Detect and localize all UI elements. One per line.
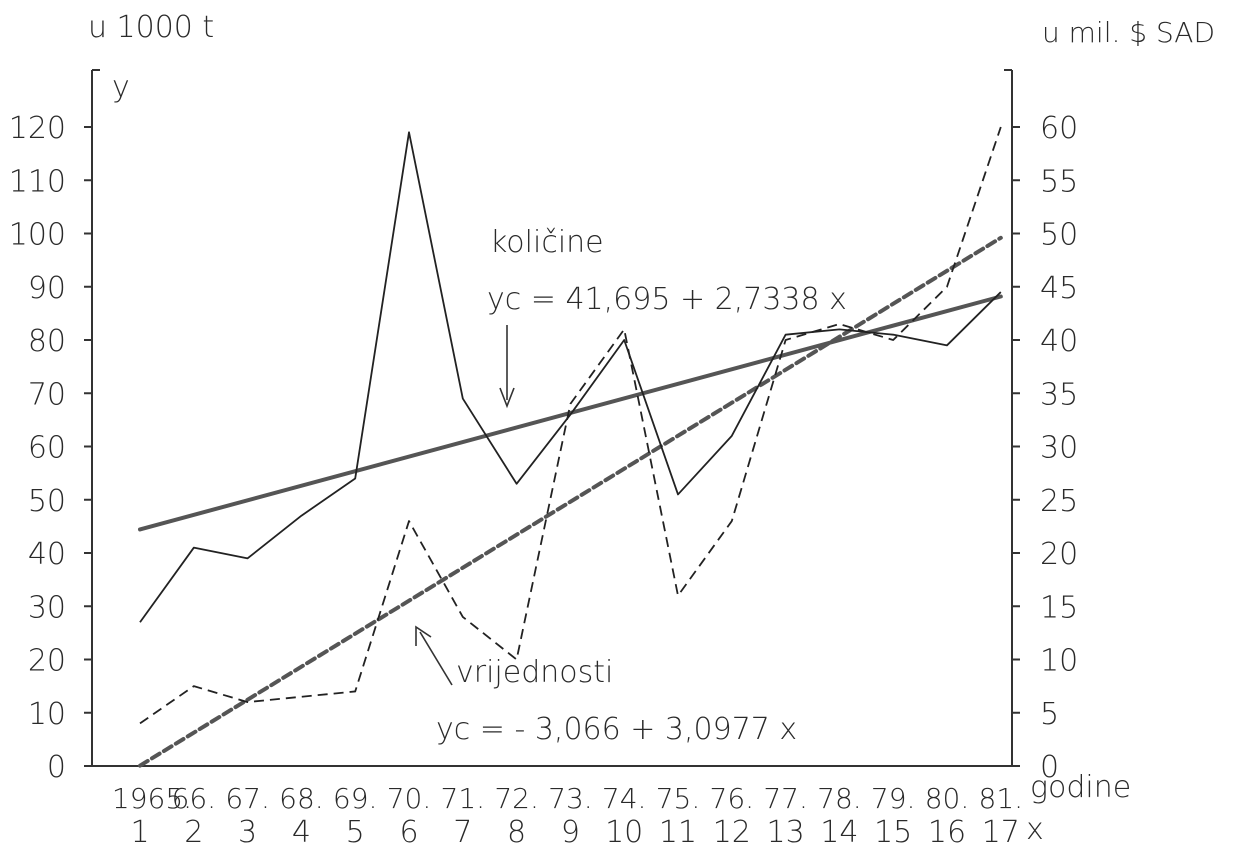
x-tick-year-label: 67. <box>225 782 270 815</box>
x-tick-index-label: 3 <box>238 815 257 847</box>
x-tick-year-label: 77. <box>763 782 808 815</box>
right-tick-label: 5 <box>1040 697 1059 732</box>
x-tick-index-label: 15 <box>874 815 912 847</box>
trend-lines <box>138 235 1003 768</box>
x-tick-index-label: 1 <box>130 815 149 847</box>
x-tick-year-label: 81. <box>979 782 1024 815</box>
x-caption-godine: godine <box>1030 770 1132 805</box>
x-tick-year-label: 80. <box>925 782 970 815</box>
right-tick-label: 40 <box>1040 324 1078 359</box>
series-line-kolicine <box>139 131 1002 623</box>
right-tick-label: 60 <box>1040 111 1078 146</box>
left-tick-label: 50 <box>28 484 66 519</box>
y-axis-letter: y <box>112 70 130 105</box>
left-tick-label: 60 <box>28 431 66 466</box>
x-tick-year-label: 72. <box>494 782 539 815</box>
x-tick-index-label: 9 <box>561 815 580 847</box>
left-tick-group: 0 10 20 30 40 50 60 70 80 90 100 110 120 <box>9 111 92 785</box>
x-tick-year-label: 69. <box>333 782 378 815</box>
left-tick-label: 0 <box>47 750 66 785</box>
x-tick-index-label: 2 <box>184 815 203 847</box>
vrijednosti-label: vrijednosti <box>456 655 614 690</box>
x-tick-year-label: 68. <box>279 782 324 815</box>
x-tick-year-label: 1965. <box>112 782 192 815</box>
x-tick-index-label: 4 <box>292 815 311 847</box>
kolicine-equation: yc = 41,695 + 2,7338 x <box>487 282 847 317</box>
kolicine-label: količine <box>490 225 604 260</box>
right-y-axis: 0 5 10 15 20 25 30 35 40 45 50 55 60 <box>1004 69 1078 785</box>
right-unit-label: u mil. $ SAD <box>1042 16 1216 49</box>
vrijednosti-arrow-shaft <box>419 631 453 686</box>
right-tick-label: 50 <box>1040 218 1078 253</box>
left-tick-label: 120 <box>9 111 66 146</box>
right-tick-label: 20 <box>1040 537 1078 572</box>
right-tick-label: 45 <box>1040 271 1078 306</box>
left-tick-label: 110 <box>9 164 66 199</box>
x-tick-index-label: 14 <box>820 815 858 847</box>
x-tick-year-label: 79. <box>871 782 916 815</box>
left-tick-label: 80 <box>28 324 66 359</box>
x-tick-group: 1965.1 66.2 67.3 68.4 69.5 70.6 71.7 72.8 73.9 74… <box>112 782 1023 847</box>
left-tick-label: 30 <box>28 590 66 625</box>
x-tick-year-label: 71. <box>441 782 486 815</box>
right-tick-label: 15 <box>1040 590 1078 625</box>
trend-line-kolicine_trend <box>138 294 1003 532</box>
x-tick-index-label: 6 <box>399 815 418 847</box>
x-tick-index-label: 16 <box>928 815 966 847</box>
x-tick-year-label: 73. <box>548 782 593 815</box>
left-tick-label: 90 <box>28 271 66 306</box>
right-tick-label: 25 <box>1040 484 1078 519</box>
x-tick-year-label: 76. <box>710 782 755 815</box>
right-tick-label: 0 <box>1040 750 1059 785</box>
right-tick-label: 55 <box>1040 164 1078 199</box>
series-lines <box>139 126 1002 725</box>
x-tick-year-label: 75. <box>656 782 701 815</box>
x-tick-index-label: 17 <box>982 815 1020 847</box>
vrijednosti-equation: yc = - 3,066 + 3,0977 x <box>436 712 798 747</box>
vrijednosti-arrow-head <box>415 625 432 646</box>
x-tick-index-label: 10 <box>605 815 643 847</box>
left-y-axis: 0 10 20 30 40 50 60 70 80 90 100 110 120 <box>9 69 100 785</box>
left-tick-label: 10 <box>28 697 66 732</box>
series-line-vrijednosti <box>139 126 1002 725</box>
x-tick-year-label: 66. <box>172 782 217 815</box>
annotation-arrows <box>415 325 515 686</box>
x-tick-index-label: 11 <box>659 815 697 847</box>
x-tick-year-label: 78. <box>817 782 862 815</box>
x-tick-index-label: 12 <box>713 815 751 847</box>
left-tick-label: 70 <box>28 377 66 412</box>
right-tick-label: 10 <box>1040 644 1078 679</box>
x-axis: 1965.1 66.2 67.3 68.4 69.5 70.6 71.7 72.8 73.9 74… <box>92 765 1023 847</box>
right-tick-label: 35 <box>1040 377 1078 412</box>
right-tick-label: 30 <box>1040 431 1078 466</box>
x-tick-year-label: 70. <box>387 782 432 815</box>
x-axis-letter: x <box>1026 812 1044 847</box>
left-tick-label: 100 <box>9 218 66 253</box>
left-unit-label: u 1000 t <box>88 10 215 45</box>
x-tick-index-label: 8 <box>507 815 526 847</box>
x-tick-index-label: 5 <box>346 815 365 847</box>
x-tick-index-label: 13 <box>767 815 805 847</box>
left-tick-label: 40 <box>28 537 66 572</box>
kolicine-arrow-head <box>499 387 515 409</box>
trend-line-vrijednosti_trend <box>138 235 1003 768</box>
right-tick-group: 0 5 10 15 20 25 30 35 40 45 50 55 60 <box>1012 111 1078 785</box>
x-tick-index-label: 7 <box>453 815 472 847</box>
x-tick-year-label: 74. <box>602 782 647 815</box>
left-tick-label: 20 <box>28 644 66 679</box>
